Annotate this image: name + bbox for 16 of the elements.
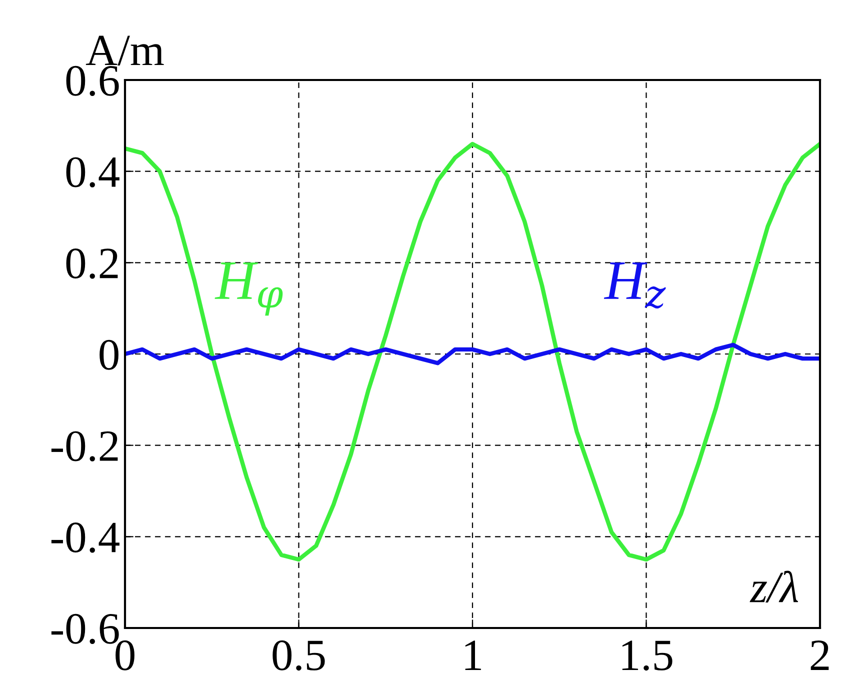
series-label: H$_{z}$: [604, 262, 666, 309]
y-tick-label: -0.2: [51, 431, 118, 462]
y-tick-label: 0: [100, 340, 118, 370]
x-tick-label: 2: [810, 640, 829, 670]
series-label: H$_{φ}$: [214, 262, 283, 316]
y-tick-label: 0.4: [66, 157, 120, 188]
x-tick-label: 0.5: [272, 640, 325, 671]
y-tick-label: -0.4: [51, 522, 120, 553]
y-tick-label: 0.6: [66, 66, 119, 96]
x-tick-label: 1.5: [622, 640, 672, 671]
y-tick-label: 0.2: [66, 248, 118, 279]
x-axis-title: z/λ: [750, 570, 798, 603]
y-axis-title: A/m: [86, 36, 164, 66]
line-series: [125, 142, 820, 562]
x-tick-label: 1: [465, 640, 481, 670]
line-series: [125, 342, 820, 366]
